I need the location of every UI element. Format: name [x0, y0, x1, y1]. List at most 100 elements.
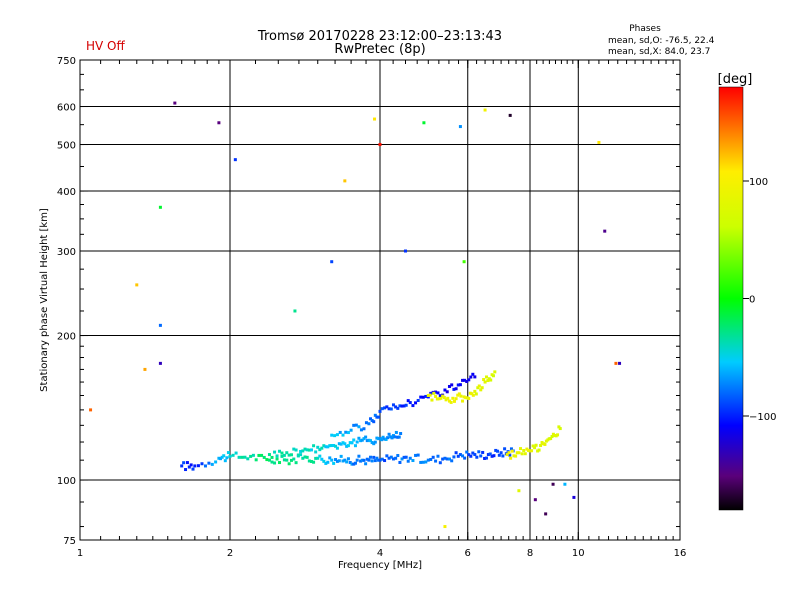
echo-point — [491, 374, 495, 378]
data-points — [89, 101, 622, 529]
echo-point — [483, 108, 487, 112]
echo-point — [520, 452, 524, 456]
echo-point — [367, 422, 371, 426]
echo-point — [428, 393, 432, 397]
echo-point — [462, 260, 466, 264]
echo-point — [322, 444, 326, 448]
echo-point — [430, 398, 434, 402]
echo-point — [275, 454, 279, 458]
echo-point — [357, 425, 361, 429]
echo-point — [387, 456, 391, 460]
echo-point — [350, 441, 354, 445]
echo-point — [421, 395, 425, 399]
echo-point — [437, 397, 441, 401]
echo-point — [467, 378, 471, 382]
echo-point — [350, 462, 354, 466]
chart-title: Tromsø 20170228 23:12:00–23:13:43 — [257, 29, 502, 44]
echo-point — [226, 451, 230, 455]
echo-point — [380, 457, 384, 461]
echo-point — [370, 419, 374, 423]
echo-point — [343, 458, 347, 462]
echo-point — [293, 309, 297, 313]
echo-point — [251, 453, 255, 457]
echo-point — [508, 113, 512, 117]
echo-point — [185, 461, 189, 465]
echo-point — [447, 457, 451, 461]
echo-point — [493, 370, 497, 374]
echo-point — [429, 391, 433, 395]
echo-point — [471, 393, 475, 397]
echo-point — [451, 396, 455, 400]
phase-stats-o: mean, sd,O: -76.5, 22.4 — [608, 36, 715, 46]
echo-point — [465, 450, 469, 454]
echo-point — [523, 452, 527, 456]
echo-point — [522, 449, 526, 453]
echo-point — [501, 454, 505, 458]
echo-point — [383, 437, 387, 441]
echo-point — [324, 461, 328, 465]
echo-point — [442, 396, 446, 400]
echo-point — [373, 440, 377, 444]
echo-point — [287, 462, 291, 466]
echo-point — [270, 460, 274, 464]
echo-point — [483, 380, 487, 384]
echo-point — [534, 443, 538, 447]
echo-point — [458, 125, 462, 129]
echo-point — [525, 447, 529, 451]
echo-point — [434, 390, 438, 394]
echo-point — [404, 403, 408, 407]
echo-point — [383, 459, 387, 463]
echo-point — [550, 435, 554, 439]
echo-point — [394, 430, 398, 434]
echo-point — [234, 451, 238, 455]
colorbar-tick-label: 100 — [749, 177, 768, 188]
echo-point — [457, 392, 461, 396]
echo-point — [364, 421, 368, 425]
echo-point — [173, 101, 177, 105]
echo-point — [237, 455, 241, 459]
x-tick-label: 2 — [227, 548, 233, 559]
phase-stats-title: Phases — [629, 24, 661, 34]
echo-point — [424, 394, 428, 398]
echo-point — [456, 393, 460, 397]
echo-point — [365, 457, 369, 461]
echo-point — [477, 450, 481, 454]
echo-point — [240, 455, 244, 459]
echo-point — [517, 489, 521, 493]
echo-point — [465, 379, 469, 383]
echo-point — [231, 453, 235, 457]
echo-point — [334, 444, 338, 448]
echo-point — [544, 512, 548, 516]
echo-point — [426, 394, 430, 398]
echo-point — [345, 444, 349, 448]
echo-point — [515, 451, 519, 455]
echo-point — [463, 456, 467, 460]
echo-point — [384, 437, 388, 441]
echo-point — [512, 454, 516, 458]
echo-point — [257, 453, 261, 457]
echo-point — [334, 458, 338, 462]
echo-point — [436, 454, 440, 458]
echo-point — [483, 456, 487, 460]
echo-point — [389, 455, 393, 459]
echo-point — [354, 423, 358, 427]
echo-point — [294, 461, 298, 465]
echo-point — [517, 451, 521, 455]
echo-point — [309, 448, 313, 452]
echo-point — [549, 437, 553, 441]
echo-point — [352, 438, 356, 442]
echo-point — [222, 454, 226, 458]
echo-point — [228, 454, 232, 458]
echo-point — [508, 453, 512, 457]
echo-point — [439, 396, 443, 400]
echo-point — [316, 456, 320, 460]
echo-point — [563, 482, 567, 486]
echo-point — [341, 433, 345, 437]
y-tick-label: 750 — [57, 56, 76, 67]
echo-point — [332, 461, 336, 465]
echo-point — [225, 456, 229, 460]
echo-point — [402, 404, 406, 408]
echo-point — [346, 431, 350, 435]
echo-point — [499, 451, 503, 455]
